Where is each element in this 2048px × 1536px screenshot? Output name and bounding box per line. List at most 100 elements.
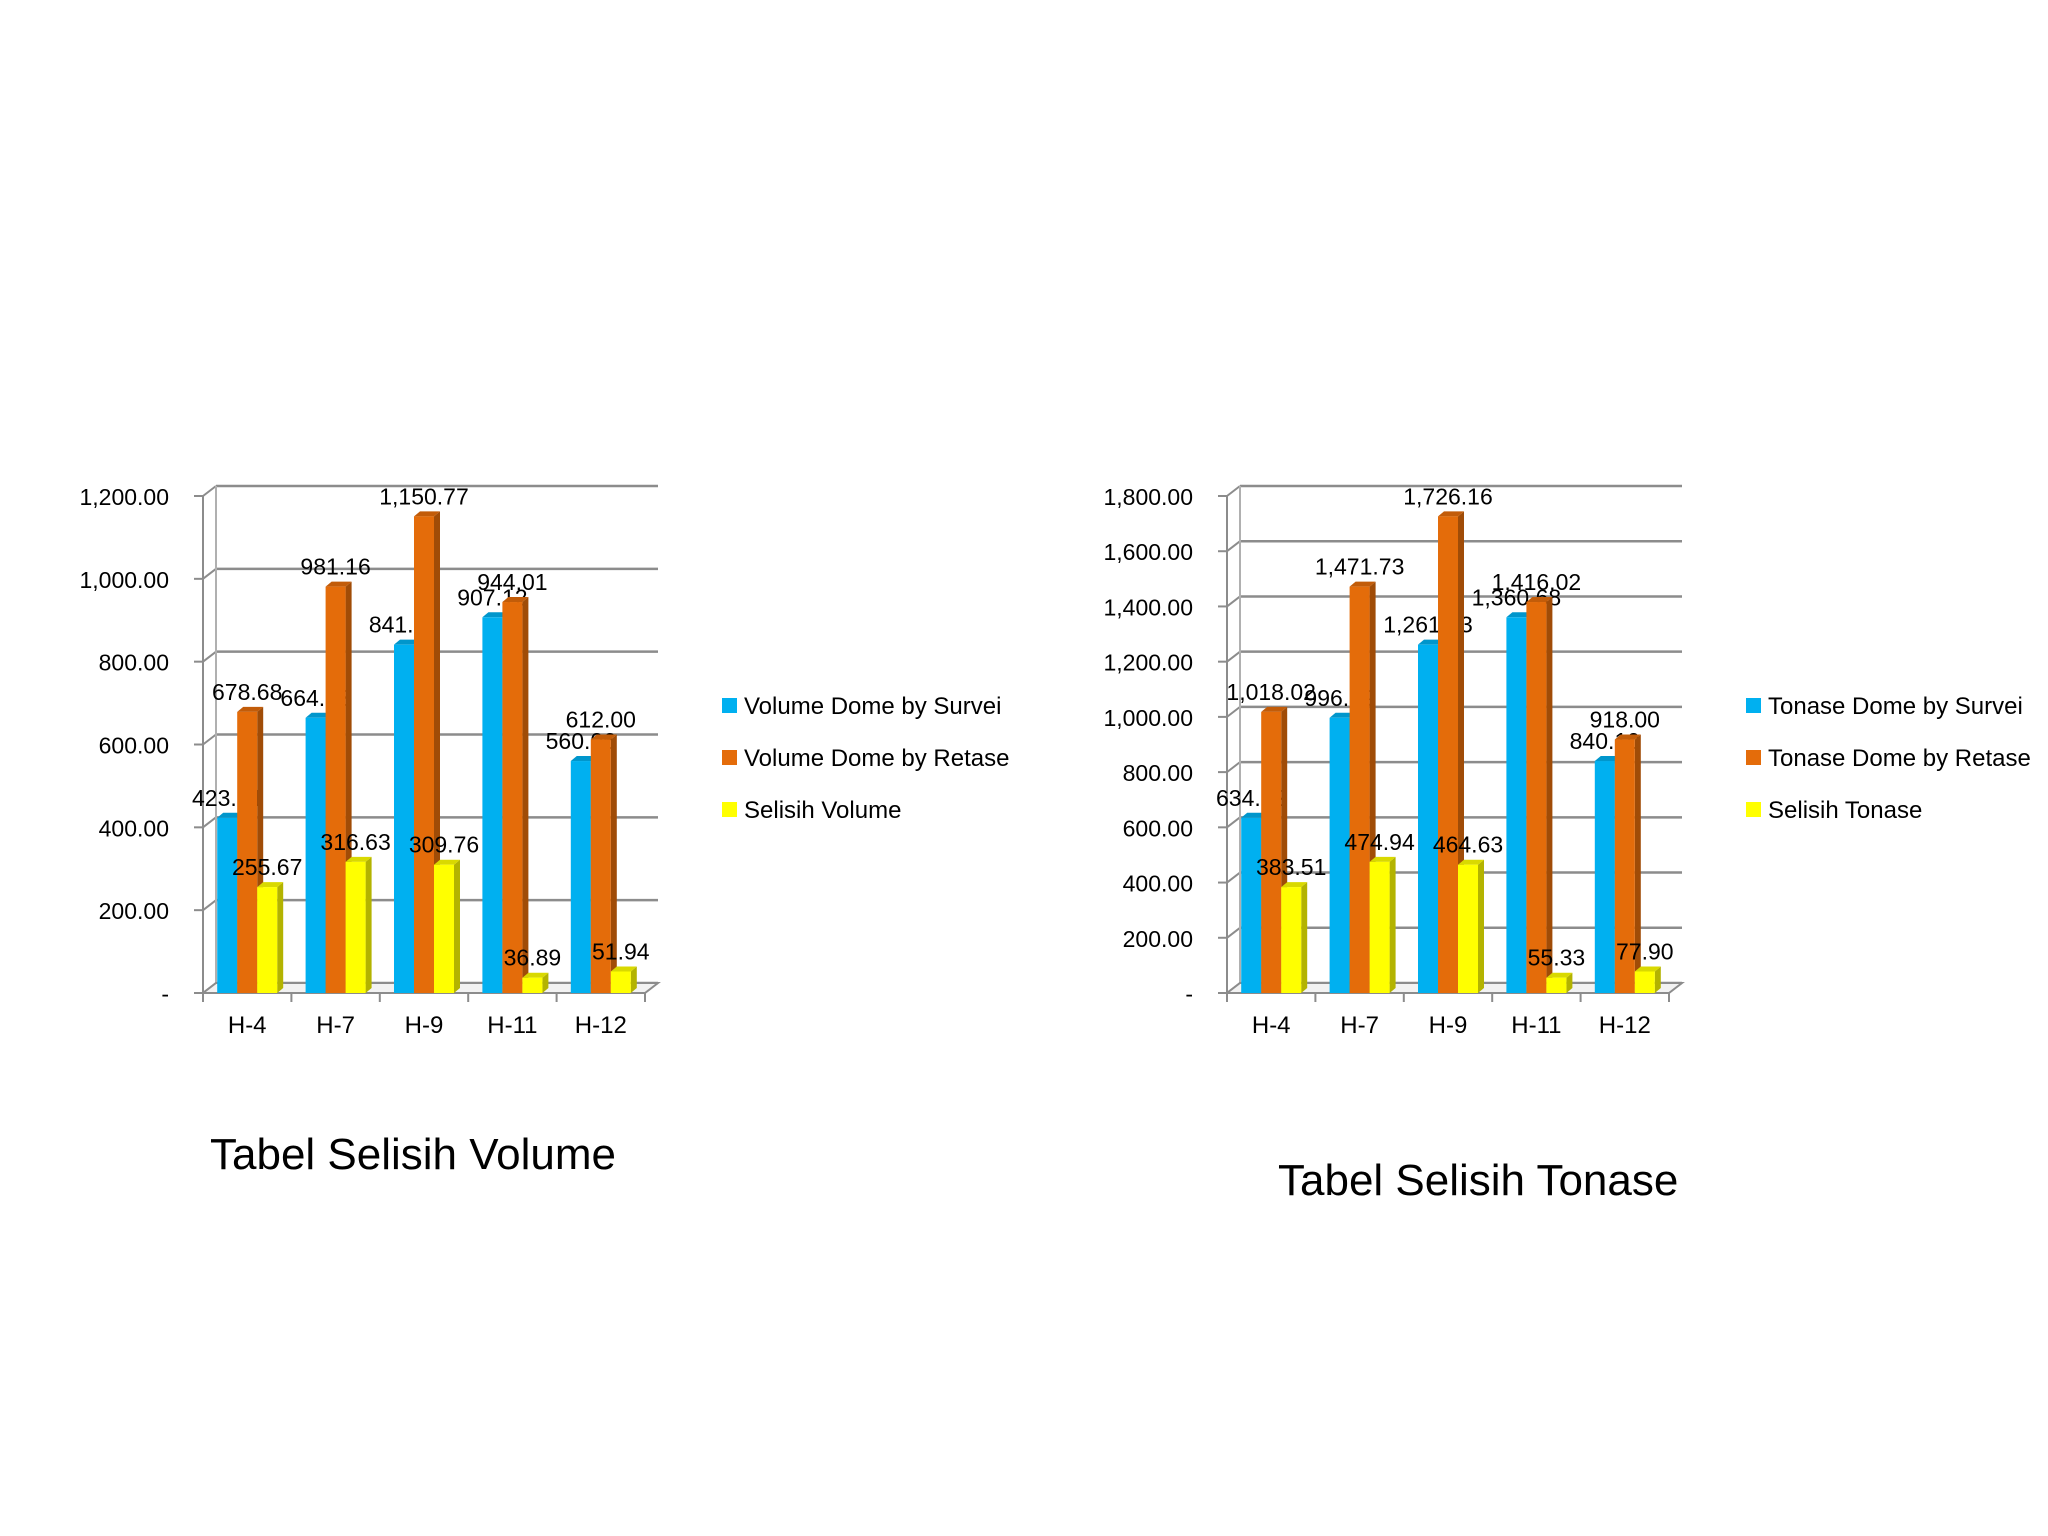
- bar-top: [1546, 972, 1573, 978]
- data-label: 464.63: [1433, 832, 1503, 858]
- bar-front: [1281, 887, 1302, 993]
- legend: Volume Dome by Survei Volume Dome by Reta…: [722, 693, 1009, 824]
- gridline-depth: [202, 733, 217, 746]
- legend-label: Tonase Dome by Retase: [1768, 745, 2031, 772]
- legend-swatch: [722, 698, 737, 713]
- bar-side: [1389, 856, 1396, 993]
- bar-top: [1261, 706, 1288, 712]
- bar-front: [1241, 817, 1262, 993]
- data-label: 678.68: [212, 679, 282, 705]
- data-label: 1,150.77: [379, 483, 469, 509]
- bar-front: [1418, 644, 1438, 993]
- bar-front: [482, 617, 503, 993]
- data-label: 255.67: [232, 854, 302, 880]
- y-tick-label: 400.00: [1123, 871, 1193, 897]
- bar-front: [1526, 602, 1547, 993]
- bar: [345, 856, 372, 993]
- bar-side: [277, 882, 284, 993]
- bar-front: [522, 977, 543, 993]
- gridline-depth: [202, 485, 217, 497]
- bar: [590, 734, 617, 993]
- data-label: 383.51: [1256, 854, 1326, 880]
- bar: [1369, 856, 1396, 993]
- bar-top: [1594, 756, 1621, 762]
- tonase-chart: - 200.00 400.00 600.00 800.00 1,000.00 1,200.0…: [1103, 483, 2031, 1039]
- legend-label: Volume Dome by Retase: [744, 745, 1009, 772]
- bar-top: [1438, 511, 1464, 517]
- x-tick-label: H-4: [1252, 1012, 1291, 1039]
- y-tick-label: 1,200.00: [79, 484, 169, 510]
- bar-front: [414, 516, 434, 993]
- bar: [257, 882, 284, 993]
- volume-chart: - 200.00 400.00 600.00 800.00 1,000.00 1,200.0…: [79, 483, 1009, 1039]
- bar-side: [1654, 966, 1661, 993]
- gridline-depth: [1226, 706, 1241, 718]
- bar-top: [345, 856, 372, 862]
- bar-front: [1634, 971, 1655, 993]
- x-tick-label: H-11: [487, 1012, 537, 1039]
- bar-front: [237, 711, 258, 993]
- bar-front: [1329, 717, 1350, 993]
- bar: [1614, 734, 1641, 993]
- bar: [1634, 966, 1661, 993]
- bar-front: [345, 861, 366, 993]
- y-tick-label: 200.00: [99, 898, 169, 924]
- legend-swatch: [722, 750, 737, 765]
- legend-swatch: [1746, 750, 1761, 765]
- bar-side: [1546, 597, 1553, 993]
- bar-top: [610, 966, 637, 972]
- bar-front: [325, 586, 346, 993]
- data-label: 1,471.73: [1315, 554, 1405, 580]
- y-tick-label: 1,000.00: [79, 567, 169, 593]
- bar-side: [1566, 972, 1573, 993]
- bar-front: [1458, 864, 1478, 993]
- bar-top: [1506, 612, 1533, 618]
- x-tick-label: H-12: [1599, 1012, 1651, 1039]
- bar-front: [610, 971, 631, 993]
- bar: [610, 966, 637, 993]
- bar-top: [305, 712, 332, 718]
- bar-top: [237, 706, 264, 712]
- bar-front: [570, 761, 591, 993]
- bar-side: [1301, 882, 1308, 993]
- gridline-depth: [1226, 816, 1241, 829]
- volume-chart-panel: - 200.00 400.00 600.00 800.00 1,000.00 1,200.0…: [79, 483, 1009, 1179]
- bar-top: [1329, 712, 1356, 718]
- x-tick-label: H-7: [1340, 1012, 1379, 1039]
- y-tick-label: 400.00: [99, 815, 169, 841]
- tonase-chart-panel: - 200.00 400.00 600.00 800.00 1,000.00 1,200.0…: [1024, 0, 2048, 1536]
- data-label: 309.76: [409, 832, 479, 858]
- data-label: 612.00: [566, 707, 636, 733]
- bar-top: [502, 597, 529, 603]
- x-tick-label: H-11: [1511, 1012, 1561, 1039]
- data-label: 1,018.02: [1226, 679, 1316, 705]
- y-tick-label: 1,600.00: [1103, 539, 1193, 565]
- gridline-depth: [1226, 761, 1241, 773]
- legend-swatch: [722, 802, 737, 817]
- bar-side: [454, 859, 460, 993]
- y-tick-label: 800.00: [1123, 760, 1193, 786]
- y-tick-label: 600.00: [99, 733, 169, 759]
- gridline-depth: [202, 650, 217, 663]
- bar-front: [1546, 977, 1567, 993]
- bar-top: [325, 581, 352, 587]
- y-tick-label: 1,200.00: [1103, 650, 1193, 676]
- bar-front: [434, 864, 454, 993]
- bar-top: [482, 612, 509, 618]
- legend: Tonase Dome by Survei Tonase Dome by Reta…: [1746, 693, 2031, 824]
- bar-top: [1418, 639, 1444, 645]
- bar-front: [1614, 739, 1635, 993]
- bar-top: [414, 511, 440, 517]
- y-tick-label: 800.00: [99, 650, 169, 676]
- bar-top: [1526, 597, 1553, 603]
- data-label: 77.90: [1616, 938, 1674, 964]
- data-label: 316.63: [320, 829, 390, 855]
- bar: [1526, 597, 1553, 993]
- bar-side: [1634, 734, 1641, 993]
- bar-top: [1614, 734, 1641, 740]
- bar-top: [217, 812, 244, 818]
- data-label: 51.94: [592, 938, 650, 964]
- gridline-depth: [202, 568, 217, 580]
- bar-front: [1594, 761, 1615, 993]
- bar: [1546, 972, 1573, 993]
